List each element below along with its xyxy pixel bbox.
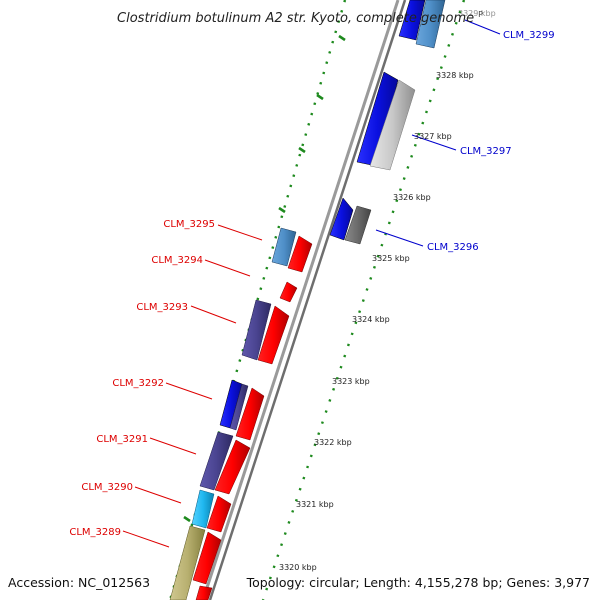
gene-label-clm-3295[interactable]: CLM_3295 xyxy=(163,219,215,230)
cds-clm-3295[interactable] xyxy=(271,227,313,273)
tick-label-3329: 3329 kbp xyxy=(458,9,496,18)
tick-label-3328: 3328 kbp xyxy=(436,71,474,80)
gc-skew-dashes xyxy=(183,34,346,523)
gene-label-clm-3293[interactable]: CLM_3293 xyxy=(136,302,188,313)
gc-content-track xyxy=(168,0,347,600)
accession-text: Accession: NC_012563 xyxy=(8,575,150,590)
map-title: Clostridium botulinum A2 str. Kyoto, com… xyxy=(117,10,483,26)
cds-clm-3299[interactable] xyxy=(398,0,446,49)
tick-label-3321: 3321 kbp xyxy=(296,500,334,509)
tick-label-3324: 3324 kbp xyxy=(352,315,390,324)
tick-label-3325: 3325 kbp xyxy=(372,254,410,263)
gene-label-clm-3291[interactable]: CLM_3291 xyxy=(96,434,148,445)
tick-label-3322: 3322 kbp xyxy=(314,438,352,447)
gene-label-clm-3290[interactable]: CLM_3290 xyxy=(81,482,133,493)
map-title-suffix: P xyxy=(478,10,483,19)
tick-label-3327: 3327 kbp xyxy=(414,132,452,141)
cds-clm-3292[interactable] xyxy=(219,379,265,441)
summary-text: Topology: circular; Length: 4,155,278 bp… xyxy=(246,575,590,590)
backbone-outer xyxy=(201,0,400,600)
cds-clm-3297[interactable] xyxy=(356,71,416,171)
cds-clm-3291[interactable] xyxy=(199,431,251,495)
gene-label-clm-3299[interactable]: CLM_3299 xyxy=(503,30,555,41)
cds-clm-3296[interactable] xyxy=(329,197,372,245)
label-leaders xyxy=(122,19,501,548)
gene-label-clm-3297[interactable]: CLM_3297 xyxy=(460,146,512,157)
cds-clm-3293[interactable] xyxy=(241,299,290,365)
cds-clm-3290[interactable] xyxy=(191,489,232,533)
map-title-text: Clostridium botulinum A2 str. Kyoto, com… xyxy=(117,11,474,26)
gc-skew-track xyxy=(261,0,466,600)
cds-clm-3294[interactable] xyxy=(279,281,298,303)
gene-label-clm-3294[interactable]: CLM_3294 xyxy=(151,255,203,266)
gene-label-clm-3296[interactable]: CLM_3296 xyxy=(427,242,479,253)
tick-label-3323: 3323 kbp xyxy=(332,377,370,386)
backbone-inner xyxy=(208,0,407,600)
tick-label-3320: 3320 kbp xyxy=(279,563,317,572)
tick-label-3326: 3326 kbp xyxy=(393,193,431,202)
gene-label-clm-3289[interactable]: CLM_3289 xyxy=(69,527,121,538)
gene-label-clm-3292[interactable]: CLM_3292 xyxy=(112,378,164,389)
cds-clm-3289[interactable] xyxy=(169,525,222,600)
